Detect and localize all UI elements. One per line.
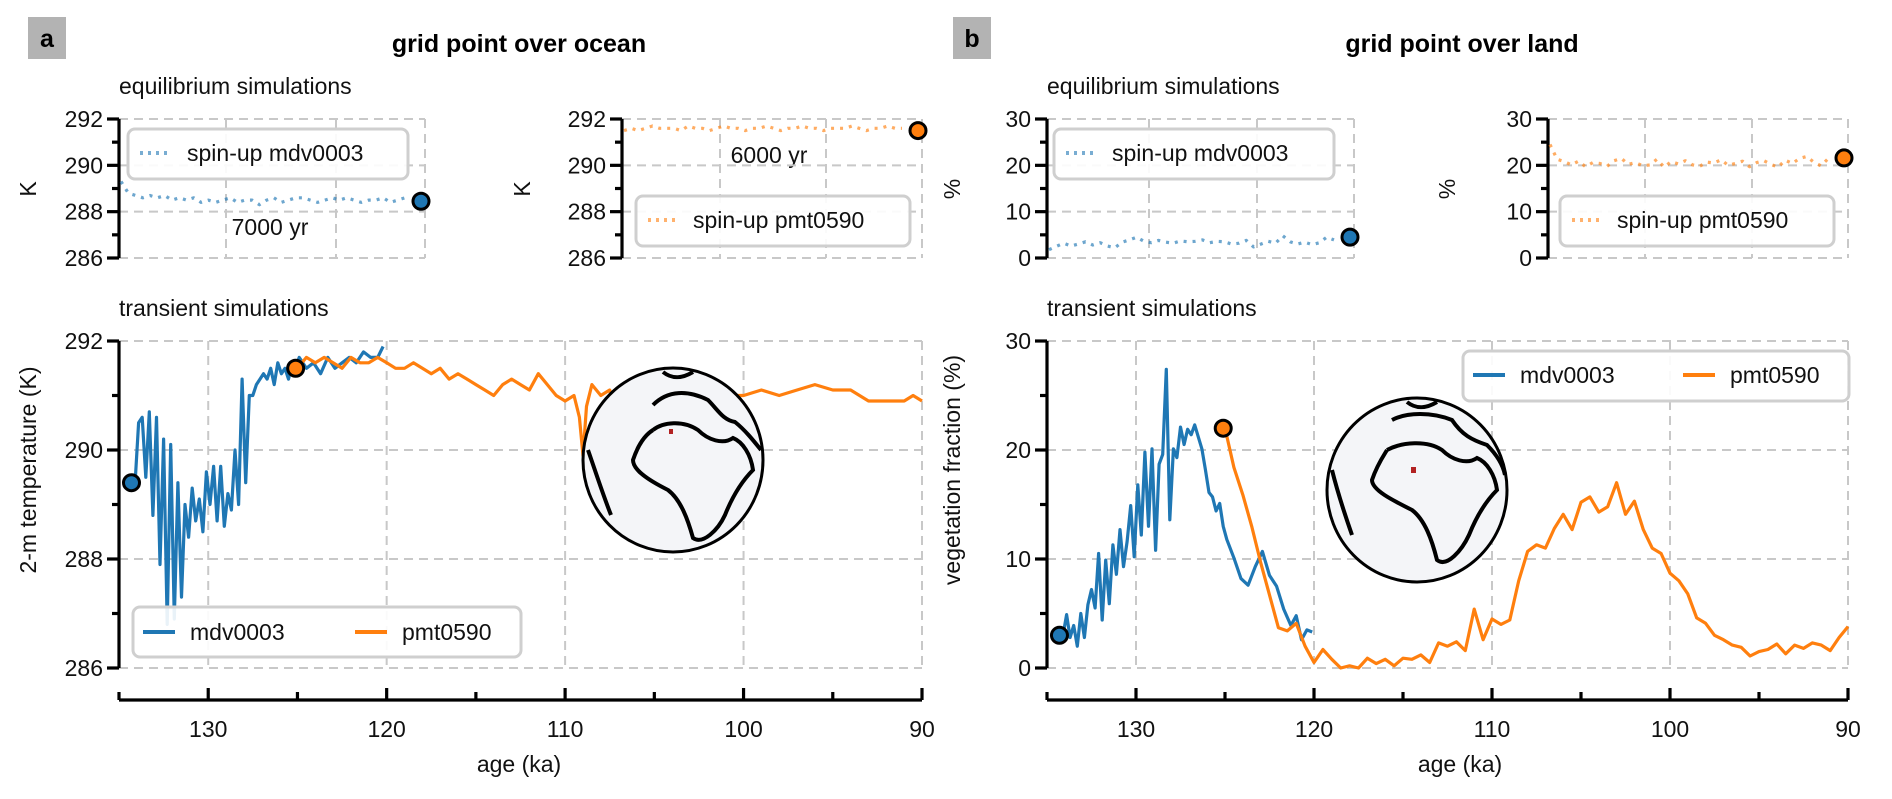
x-tick-label: 120 bbox=[367, 716, 405, 742]
y-tick-label: 292 bbox=[65, 328, 103, 354]
series-line-pmt0590 bbox=[1223, 427, 1850, 670]
x-tick-label: 90 bbox=[1835, 716, 1861, 742]
x-tick-label: 130 bbox=[1117, 716, 1155, 742]
globe-icon bbox=[581, 366, 765, 554]
a-transient-legend: mdv0003 pmt0590 bbox=[131, 605, 523, 659]
grid-point-marker bbox=[669, 429, 673, 434]
legend-label: pmt0590 bbox=[1730, 362, 1820, 388]
y-tick-label: 10 bbox=[1506, 199, 1532, 225]
continents-outline bbox=[586, 370, 763, 542]
y-tick-label: 10 bbox=[1005, 199, 1031, 225]
start-marker bbox=[1049, 625, 1069, 645]
series-line-spin-up-mdv0003 bbox=[1048, 234, 1335, 252]
y-tick-label: 290 bbox=[568, 152, 606, 178]
b-transient-plot: 0 10 20 30 130 120 110 100 90 bbox=[1005, 328, 1860, 742]
a-transient-plot: 286 288 290 292 130 120 110 100 90 bbox=[65, 328, 935, 742]
y-tick-label: 0 bbox=[1018, 245, 1031, 271]
x-tick-label: 110 bbox=[1474, 716, 1511, 742]
y-tick-label: 290 bbox=[65, 152, 103, 178]
y-tick-label: 30 bbox=[1005, 106, 1031, 132]
y-tick-label: 0 bbox=[1519, 245, 1532, 271]
series-line-pmt0590 bbox=[296, 355, 923, 485]
legend-label: spin-up mdv0003 bbox=[1112, 140, 1288, 166]
a-eq-pmt-legend: spin-up pmt0590 bbox=[634, 194, 912, 248]
y-tick-label: 286 bbox=[65, 655, 103, 681]
x-tick-label: 100 bbox=[724, 716, 762, 742]
x-tick-label: 100 bbox=[1651, 716, 1689, 742]
a-transient-xlabel: age (ka) bbox=[477, 751, 561, 777]
b-transient-ylabel: vegetation fraction (%) bbox=[939, 355, 965, 585]
y-tick-label: 292 bbox=[568, 106, 606, 132]
y-tick-label: 30 bbox=[1005, 328, 1031, 354]
panel-b-tr-label: transient simulations bbox=[1047, 295, 1257, 321]
a-eq-mdv-annotation: 7000 yr bbox=[232, 214, 309, 240]
y-tick-label: 288 bbox=[65, 546, 103, 572]
x-tick-label: 90 bbox=[909, 716, 935, 742]
y-tick-label: 20 bbox=[1506, 152, 1532, 178]
panel-b-badge bbox=[953, 17, 991, 59]
panel-b-header: b grid point over land equilibrium simul… bbox=[953, 17, 1579, 321]
a-eq-pmt-ylabel: K bbox=[509, 181, 535, 197]
b-eq-mdv-legend: spin-up mdv0003 bbox=[1052, 127, 1336, 181]
b-transient-legend: mdv0003 pmt0590 bbox=[1461, 349, 1851, 403]
series-line-spin-up-pmt0590 bbox=[1548, 143, 1830, 169]
a-eq-mdv-legend: spin-up mdv0003 bbox=[126, 127, 410, 181]
end-marker bbox=[1340, 227, 1360, 247]
panel-b-title: grid point over land bbox=[1345, 30, 1578, 58]
b-eq-mdv-ylabel: % bbox=[939, 179, 965, 199]
y-tick-label: 290 bbox=[65, 437, 103, 463]
end-marker bbox=[411, 191, 431, 211]
globe-inset-ocean bbox=[581, 366, 765, 554]
y-tick-label: 288 bbox=[568, 199, 606, 225]
y-tick-label: 20 bbox=[1005, 437, 1031, 463]
start-marker bbox=[286, 358, 306, 378]
panel-b-badge-label: b bbox=[964, 25, 979, 53]
series-line-mdv0003 bbox=[1061, 367, 1313, 648]
y-tick-label: 292 bbox=[65, 106, 103, 132]
globe-icon bbox=[1325, 396, 1509, 584]
y-tick-label: 288 bbox=[65, 199, 103, 225]
panel-a-badge-label: a bbox=[40, 25, 55, 53]
panel-a-tr-label: transient simulations bbox=[119, 295, 329, 321]
end-marker bbox=[908, 121, 928, 141]
b-eq-pmt-ylabel: % bbox=[1434, 179, 1460, 199]
globe-inset-land bbox=[1325, 396, 1509, 584]
continents-outline bbox=[1330, 400, 1507, 564]
grid-point-marker bbox=[1411, 467, 1416, 473]
a-eq-mdv-ylabel: K bbox=[15, 181, 41, 197]
series-line-spin-up-pmt0590 bbox=[623, 124, 902, 133]
legend-label: spin-up mdv0003 bbox=[187, 140, 363, 166]
b-eq-pmt-plot: 0 10 20 30 bbox=[1506, 106, 1854, 271]
y-tick-label: 286 bbox=[65, 245, 103, 271]
panel-b-eq-label: equilibrium simulations bbox=[1047, 73, 1280, 99]
legend-label: mdv0003 bbox=[190, 619, 285, 645]
a-eq-pmt-annotation: 6000 yr bbox=[731, 142, 808, 168]
panel-a-title: grid point over ocean bbox=[392, 30, 646, 58]
legend-label: pmt0590 bbox=[402, 619, 492, 645]
legend-label: spin-up pmt0590 bbox=[1617, 207, 1788, 233]
x-tick-label: 130 bbox=[189, 716, 227, 742]
panel-a-eq-label: equilibrium simulations bbox=[119, 73, 352, 99]
start-marker bbox=[121, 473, 141, 493]
a-transient-ylabel: 2-m temperature (K) bbox=[15, 366, 41, 573]
y-tick-label: 0 bbox=[1018, 655, 1031, 681]
y-tick-label: 10 bbox=[1005, 546, 1031, 572]
series-line-mdv0003 bbox=[133, 345, 385, 626]
panel-a-badge bbox=[28, 17, 66, 59]
legend-label: spin-up pmt0590 bbox=[693, 207, 864, 233]
start-marker bbox=[1213, 418, 1233, 438]
b-transient-xlabel: age (ka) bbox=[1418, 751, 1502, 777]
y-tick-label: 30 bbox=[1506, 106, 1532, 132]
series-line-spin-up-mdv0003 bbox=[119, 180, 406, 207]
y-tick-label: 20 bbox=[1005, 152, 1031, 178]
x-tick-label: 120 bbox=[1295, 716, 1333, 742]
legend-label: mdv0003 bbox=[1520, 362, 1615, 388]
y-tick-label: 286 bbox=[568, 245, 606, 271]
x-tick-label: 110 bbox=[547, 716, 584, 742]
end-marker bbox=[1834, 148, 1854, 168]
b-eq-pmt-legend: spin-up pmt0590 bbox=[1558, 194, 1836, 248]
a-eq-pmt-plot: 286 288 290 292 bbox=[568, 106, 928, 271]
panel-a-header: a grid point over ocean equilibrium simu… bbox=[28, 17, 646, 321]
